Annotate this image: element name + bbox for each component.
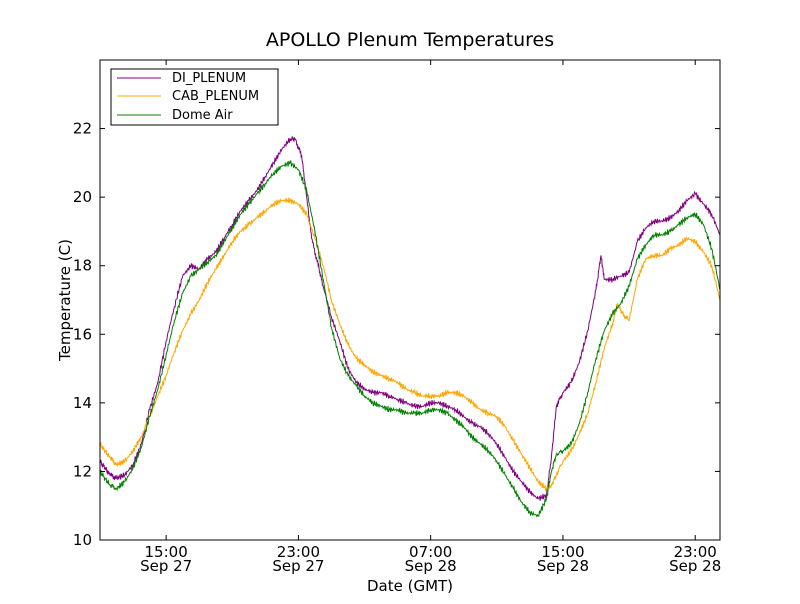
legend-label-cab-plenum: CAB_PLENUM bbox=[172, 89, 259, 104]
x-axis-label: Date (GMT) bbox=[367, 577, 453, 595]
legend: DI_PLENUM CAB_PLENUM Dome Air bbox=[110, 68, 279, 126]
x-tick-label-date: Sep 27 bbox=[140, 557, 192, 575]
y-tick-label: 20 bbox=[73, 188, 92, 206]
x-tick-label-time: 15:00 bbox=[541, 543, 584, 561]
y-tick-label: 16 bbox=[73, 325, 92, 343]
plot-area bbox=[100, 60, 720, 540]
x-tick-label-date: Sep 27 bbox=[272, 557, 324, 575]
x-tick-label-time: 23:00 bbox=[674, 543, 717, 561]
y-tick-label: 10 bbox=[73, 531, 92, 549]
series-layer bbox=[99, 136, 721, 518]
x-tick-label-time: 15:00 bbox=[145, 543, 188, 561]
y-axis-label: Temperature (C) bbox=[56, 239, 74, 362]
x-tick-label-time: 23:00 bbox=[277, 543, 320, 561]
x-tick-label-date: Sep 28 bbox=[405, 557, 457, 575]
chart-title: APOLLO Plenum Temperatures bbox=[266, 29, 554, 51]
x-tick-label-time: 07:00 bbox=[409, 543, 452, 561]
y-tick-label: 14 bbox=[73, 394, 92, 412]
legend-label-di-plenum: DI_PLENUM bbox=[172, 71, 246, 86]
y-tick-label: 12 bbox=[73, 462, 92, 480]
y-tick-label: 18 bbox=[73, 257, 92, 275]
legend-label-dome-air: Dome Air bbox=[172, 108, 233, 123]
x-tick-label-date: Sep 28 bbox=[669, 557, 721, 575]
series-line-dome-air bbox=[99, 160, 721, 518]
x-tick-label-date: Sep 28 bbox=[537, 557, 589, 575]
y-tick-label: 22 bbox=[73, 120, 92, 138]
plot-frame bbox=[99, 59, 721, 541]
series-line-cab-plenum bbox=[99, 197, 721, 493]
